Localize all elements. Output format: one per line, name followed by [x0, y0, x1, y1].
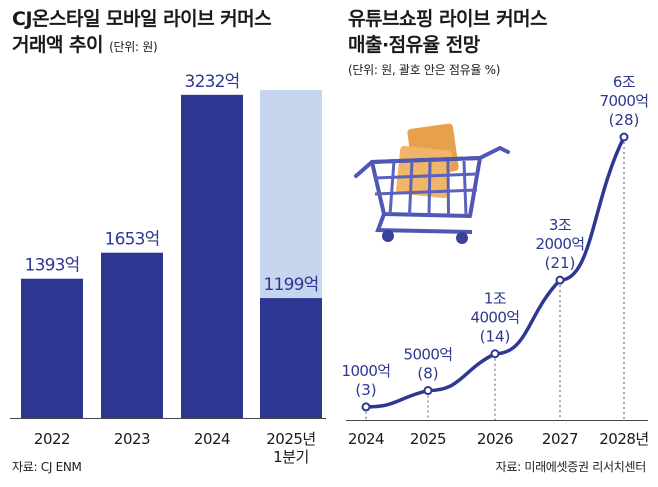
- data-point: [619, 132, 629, 142]
- x-tick-label: 2028년: [599, 430, 648, 448]
- right-title-line2: 매출·점유율 전망: [348, 34, 480, 56]
- right-chart-title: 유튜브쇼핑 라이브 커머스 매출·점유율 전망: [348, 6, 548, 58]
- bar-value-label: 1653억: [105, 230, 160, 250]
- x-tick-label: 2024: [348, 430, 384, 448]
- value-label: 1000억: [342, 362, 391, 380]
- right-title-line1: 유튜브쇼핑 라이브 커머스: [348, 8, 548, 30]
- data-point: [490, 349, 500, 359]
- cart-basket: [370, 156, 482, 218]
- x-tick-label: 2023: [114, 430, 150, 448]
- value-label: 2000억: [536, 235, 585, 253]
- share-label: (14): [480, 328, 511, 346]
- x-tick-label: 2027: [542, 430, 578, 448]
- bar-2025년-1분기: [260, 298, 322, 418]
- cart-wire: [427, 160, 432, 216]
- series-line: [364, 135, 626, 409]
- cart-wire: [446, 160, 450, 216]
- cart-frame: [375, 213, 473, 234]
- value-label: 7000억: [600, 92, 649, 110]
- x-tick-label: 2025: [410, 430, 446, 448]
- left-unit-label: (단위: 원): [109, 40, 158, 54]
- data-point: [555, 275, 565, 285]
- cart-wire: [374, 172, 478, 180]
- bar-value-label: 3232억: [185, 72, 240, 92]
- cart-wheel: [456, 232, 468, 244]
- share-label: (28): [609, 111, 640, 129]
- value-label: 6조: [613, 73, 636, 91]
- cart-wire: [374, 188, 478, 196]
- value-label: 5000억: [404, 346, 453, 364]
- left-chart-title: CJ온스타일 모바일 라이브 커머스 거래액 추이 (단위: 원): [12, 6, 272, 60]
- left-chart-panel: CJ온스타일 모바일 라이브 커머스 거래액 추이 (단위: 원) 1393억 1…: [10, 6, 326, 474]
- data-point: [423, 386, 433, 396]
- bar-2023: [101, 252, 163, 418]
- cart-wheel: [382, 230, 394, 242]
- value-label: 3조: [549, 216, 572, 234]
- right-chart-panel: 유튜브쇼핑 라이브 커머스 매출·점유율 전망 (단위: 원, 괄호 안은 점유…: [332, 0, 658, 487]
- left-source: 자료: CJ ENM: [12, 460, 82, 474]
- x-tick-label: 2026: [477, 430, 513, 448]
- bar-value-label: 1199억: [264, 275, 319, 295]
- left-title-line1: CJ온스타일 모바일 라이브 커머스: [12, 8, 272, 30]
- cart-wire: [388, 160, 396, 216]
- right-unit-label: (단위: 원, 괄호 안은 점유율 %): [348, 63, 501, 77]
- bar-2022: [21, 278, 83, 418]
- value-label: 4000억: [471, 309, 520, 327]
- share-label: (8): [417, 365, 438, 383]
- x-tick-label: 2024: [194, 430, 230, 448]
- bar-2024: [181, 94, 243, 419]
- x-tick-label: 2022: [34, 430, 70, 448]
- share-label: (21): [545, 254, 576, 272]
- left-title-text: 거래액 추이: [12, 34, 104, 56]
- cart-wire: [408, 160, 414, 216]
- left-title-line2: 거래액 추이 (단위: 원): [12, 32, 271, 60]
- x-tick-label: 2025년: [266, 430, 315, 448]
- bar-value-label: 1393억: [25, 256, 80, 276]
- cart-wire: [462, 160, 468, 216]
- right-source: 자료: 미래에셋증권 리서치센터: [495, 460, 647, 474]
- value-label: 1조: [484, 290, 507, 308]
- share-label: (3): [355, 381, 376, 399]
- x-tick-label: 1분기: [273, 448, 309, 466]
- data-point: [361, 402, 371, 412]
- shopping-cart-icon: [354, 123, 510, 244]
